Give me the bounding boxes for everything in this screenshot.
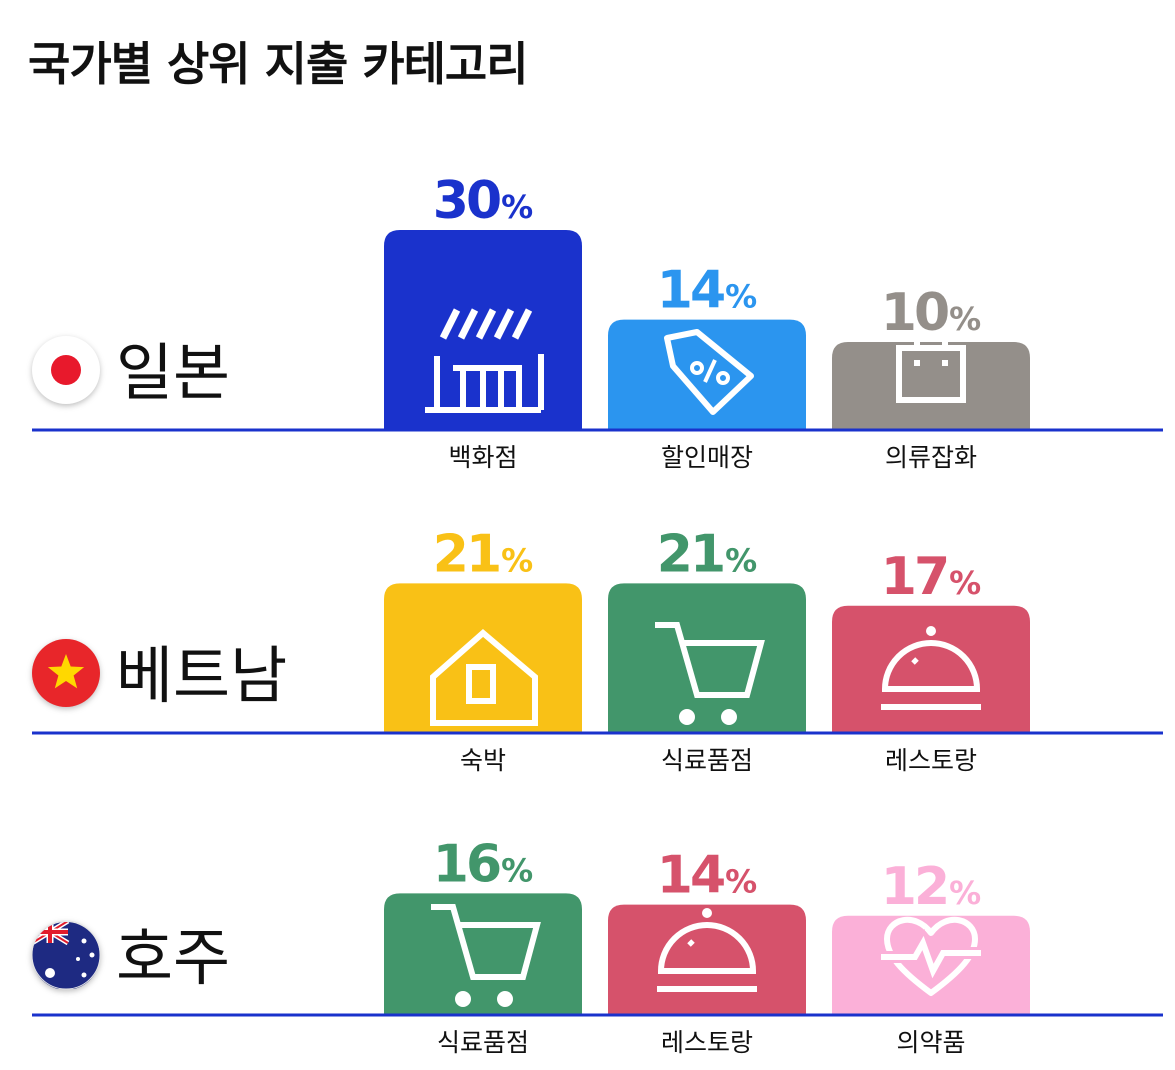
- bar: [832, 605, 1030, 733]
- heart-pulse-icon: [881, 916, 981, 996]
- bar: [608, 583, 806, 733]
- value-label: 10%: [881, 283, 981, 343]
- country-group: 호주 16% 식료품점 14% 레스토랑 12% 의약품: [31, 834, 1163, 1057]
- country-group: 일본 30% 백화점 14% 할인매장 10% 의류잡화: [32, 171, 1163, 472]
- category-label: 의류잡화: [885, 443, 977, 472]
- value-label: 21%: [433, 524, 533, 584]
- bar: [832, 342, 1030, 430]
- page-title: 국가별 상위 지출 카테고리: [28, 37, 529, 91]
- value-label: 30%: [433, 171, 533, 231]
- country-name: 베트남: [116, 639, 287, 712]
- discount-tag-icon: [664, 329, 754, 415]
- food-cloche-icon: [881, 626, 981, 710]
- category-label: 의약품: [896, 1028, 965, 1057]
- country-name: 호주: [116, 921, 230, 994]
- category-label: 레스토랑: [885, 746, 977, 775]
- category-label: 식료품점: [437, 1028, 529, 1057]
- value-label: 14%: [657, 261, 757, 321]
- category-label: 식료품점: [661, 746, 753, 775]
- category-label: 할인매장: [661, 443, 753, 472]
- country-group: 베트남 21% 숙박 21% 식료품점 17% 레스토랑: [32, 524, 1163, 775]
- bar: [384, 893, 582, 1015]
- shopping-bag-icon: [896, 327, 966, 403]
- category-label: 레스토랑: [661, 1028, 753, 1057]
- country-name: 일본: [116, 336, 230, 409]
- category-label: 숙박: [460, 746, 506, 775]
- house-icon: [430, 629, 538, 726]
- category-label: 백화점: [448, 443, 517, 472]
- value-label: 14%: [657, 846, 757, 906]
- value-label: 16%: [433, 834, 533, 894]
- value-label: 21%: [657, 524, 757, 584]
- vietnam-flag: [32, 639, 100, 707]
- australia-flag: [31, 920, 101, 990]
- food-cloche-icon: [657, 908, 757, 992]
- store-awning-icon: [425, 308, 544, 413]
- value-label: 17%: [881, 547, 981, 607]
- japan-flag: [32, 336, 100, 404]
- shopping-cart-icon: [655, 622, 765, 725]
- value-label: 12%: [881, 857, 981, 917]
- bar: [384, 583, 582, 733]
- bar: [608, 904, 806, 1015]
- shopping-cart-icon: [431, 904, 541, 1007]
